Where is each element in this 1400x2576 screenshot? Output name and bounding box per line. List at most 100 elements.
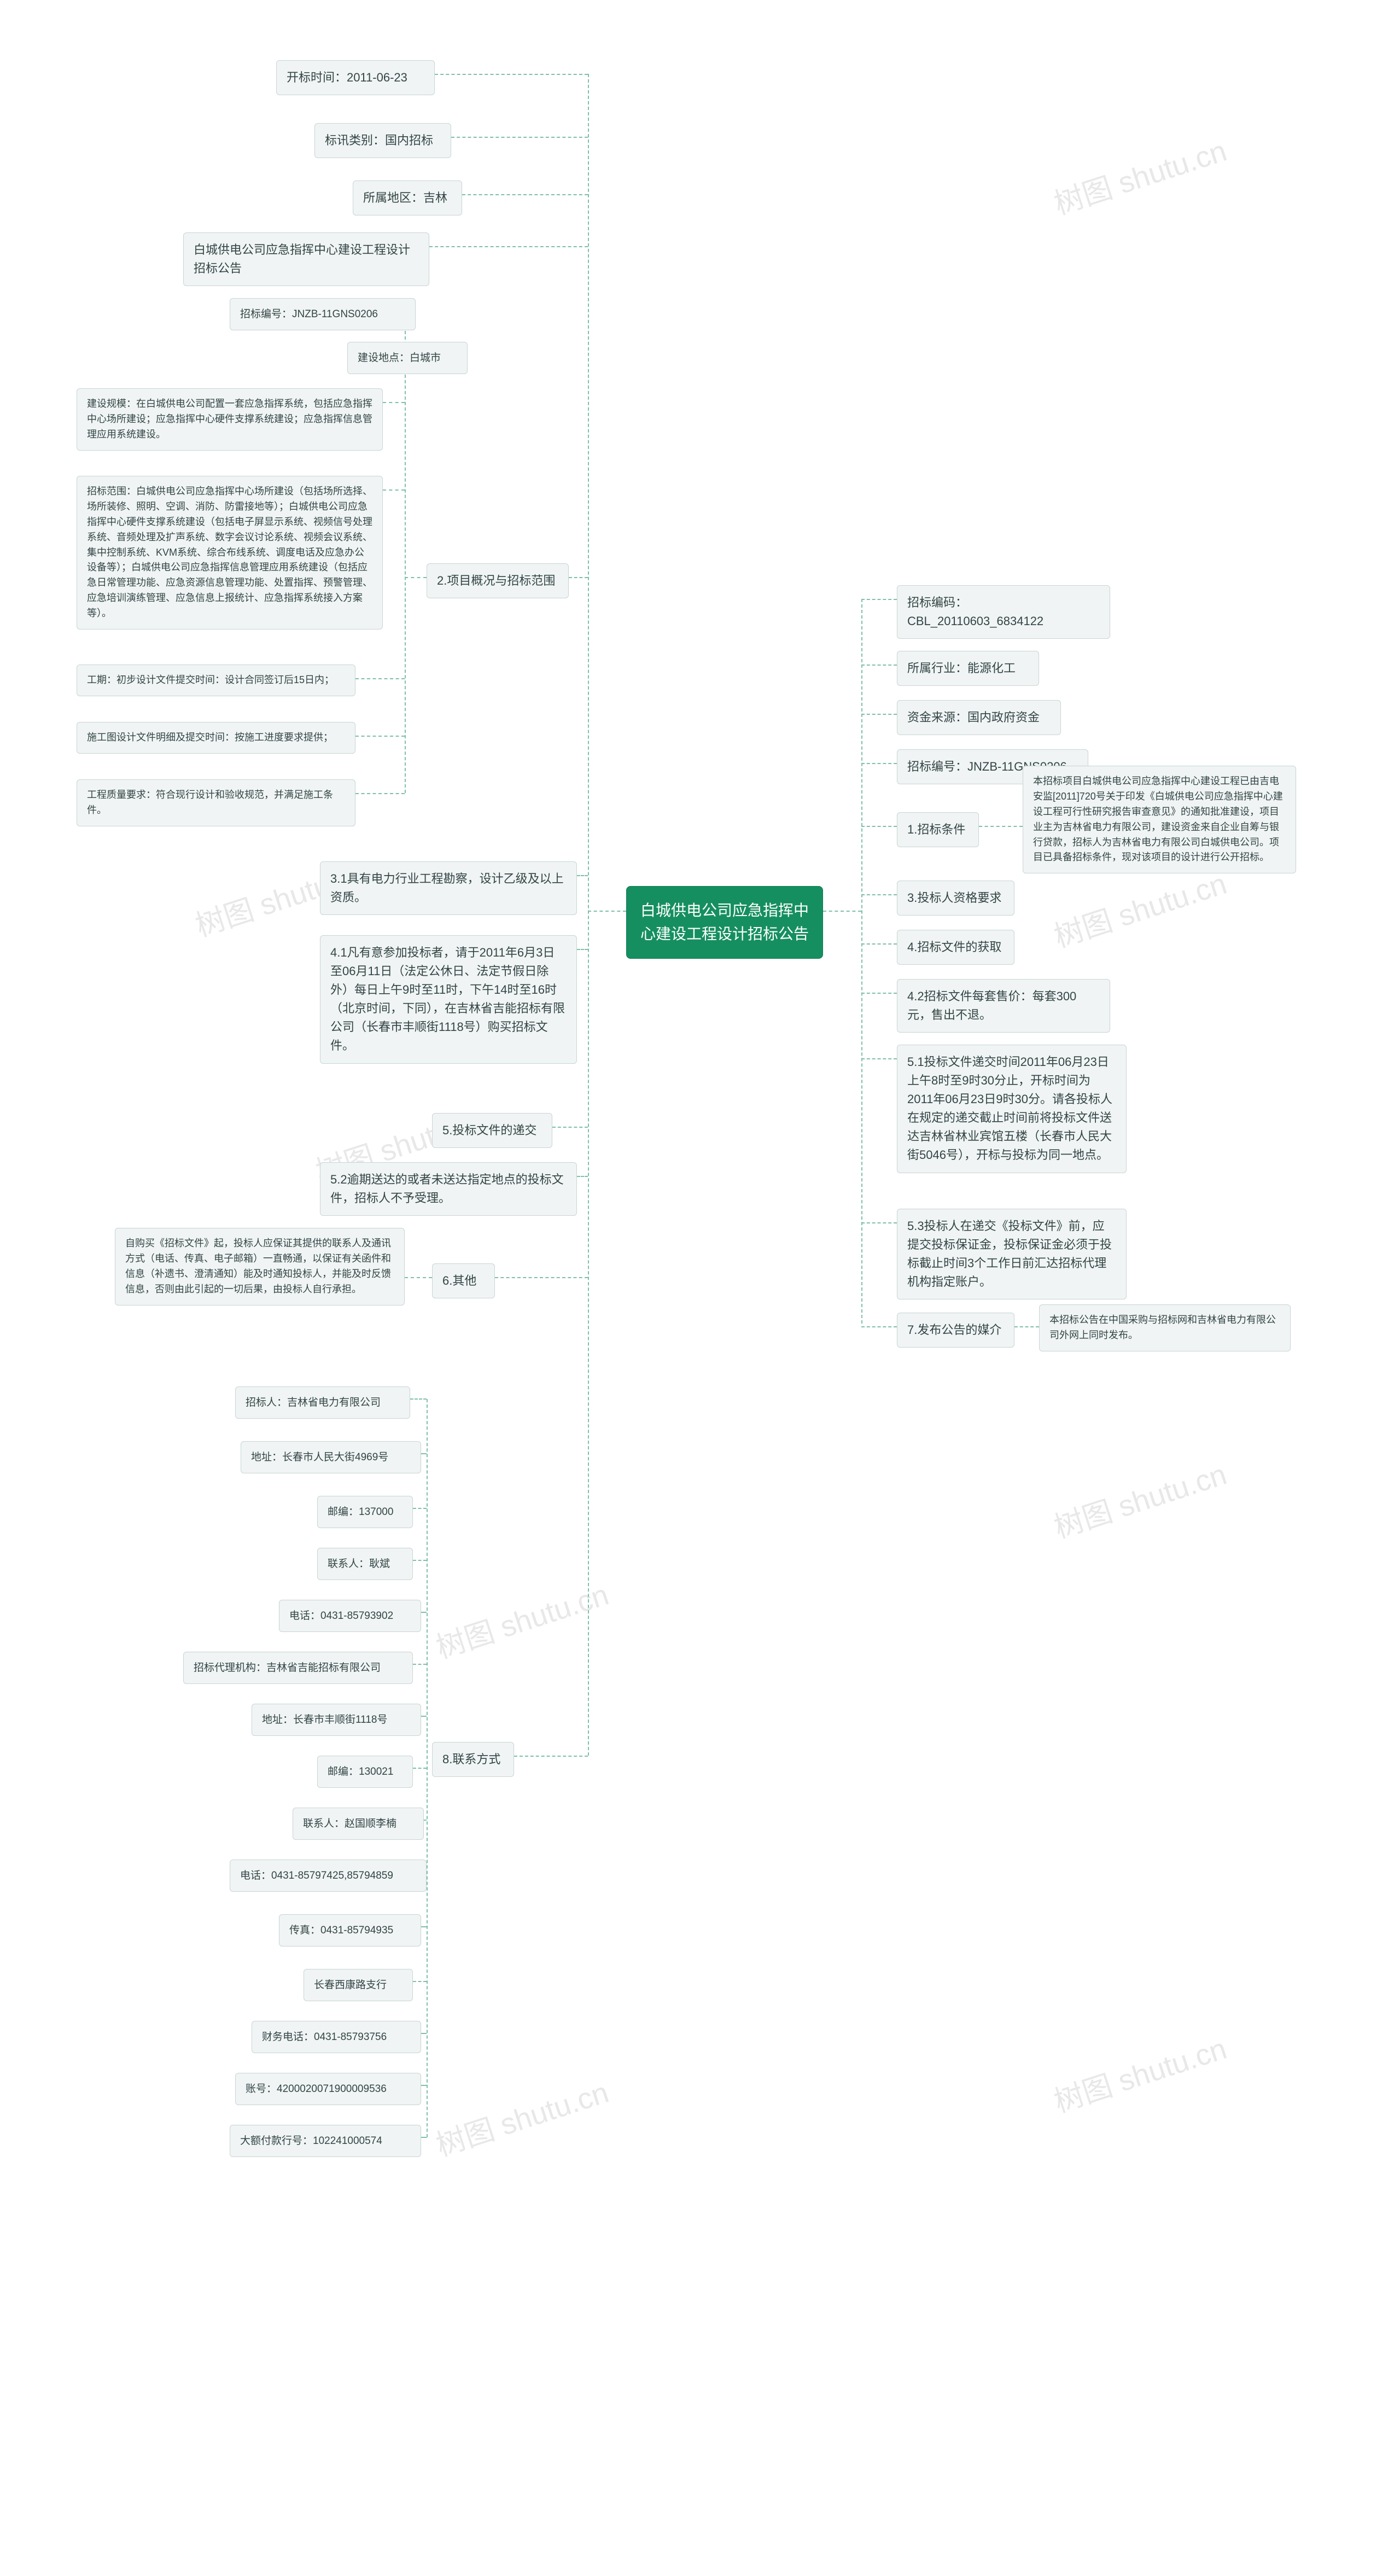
- mindmap-node-sec5: 5.投标文件的递交: [432, 1113, 552, 1148]
- mindmap-node-sec1: 1.招标条件: [897, 812, 979, 847]
- connector-h: [861, 943, 897, 945]
- mindmap-node-sec8: 8.联系方式: [432, 1742, 514, 1777]
- connector-h: [861, 599, 897, 600]
- watermark: 树图 shutu.cn: [430, 2068, 614, 2164]
- watermark: 树图 shutu.cn: [1048, 126, 1232, 223]
- connector-h: [421, 1612, 427, 1613]
- connector-h: [451, 137, 588, 138]
- mindmap-node-scope: 招标范围：白城供电公司应急指挥中心场所建设（包括场所选择、场所装修、照明、空调、…: [77, 476, 383, 630]
- mindmap-node-code: 招标编码：CBL_20110603_6834122: [897, 585, 1110, 639]
- connector-h: [588, 911, 626, 912]
- connector-h: [861, 1058, 897, 1059]
- mindmap-node-sec1-child-0: 本招标项目白城供电公司应急指挥中心建设工程已由吉电安监[2011]720号关于印…: [1023, 766, 1296, 873]
- mindmap-node-sec42: 4.2招标文件每套售价：每套300元，售出不退。: [897, 979, 1110, 1033]
- mindmap-node-fund: 资金来源：国内政府资金: [897, 700, 1061, 735]
- connector-v: [588, 74, 589, 1756]
- connector-v: [427, 1399, 428, 2137]
- connector-h: [355, 736, 405, 737]
- mindmap-node-period: 工期：初步设计文件提交时间：设计合同签订后15日内；: [77, 665, 355, 696]
- mindmap-node-region: 所属地区：吉林: [353, 180, 462, 215]
- mindmap-node-sec52: 5.2逾期送达的或者未送达指定地点的投标文件，招标人不予受理。: [320, 1162, 577, 1216]
- mindmap-node-sec2: 2.项目概况与招标范围: [427, 563, 569, 598]
- mindmap-node-sec8-child-14: 大额付款行号：102241000574: [230, 2125, 421, 2157]
- connector-h: [861, 1326, 897, 1327]
- connector-h: [405, 577, 427, 578]
- connector-h: [861, 826, 897, 827]
- connector-h: [424, 1820, 427, 1821]
- mindmap-node-sec51: 5.1投标文件递交时间2011年06月23日上午8时至9时30分止，开标时间为2…: [897, 1045, 1127, 1173]
- connector-h: [413, 1664, 427, 1665]
- connector-h: [435, 74, 588, 75]
- mindmap-node-sec8-child-13: 账号：4200020071900009536: [235, 2073, 421, 2105]
- mindmap-node-quality: 工程质量要求：符合现行设计和验收规范，并满足施工条件。: [77, 779, 355, 826]
- mindmap-node-sec53: 5.3投标人在递交《投标文件》前，应提交投标保证金，投标保证金必须于投标截止时间…: [897, 1209, 1127, 1299]
- mindmap-root: 白城供电公司应急指挥中心建设工程设计招标公告: [626, 886, 823, 959]
- mindmap-node-sec8-child-8: 联系人：赵国顺李楠: [293, 1808, 424, 1840]
- connector-h: [383, 402, 405, 403]
- connector-h: [355, 678, 405, 679]
- watermark: 树图 shutu.cn: [1048, 859, 1232, 955]
- connector-v: [405, 309, 406, 793]
- connector-h: [413, 1508, 427, 1509]
- connector-h: [577, 1176, 588, 1177]
- mindmap-node-projname: 白城供电公司应急指挥中心建设工程设计招标公告: [183, 232, 429, 286]
- watermark: 树图 shutu.cn: [1048, 1450, 1232, 1546]
- connector-h: [1014, 1326, 1039, 1327]
- mindmap-node-sec8-child-12: 财务电话：0431-85793756: [252, 2021, 421, 2053]
- connector-h: [383, 489, 405, 491]
- connector-h: [413, 1768, 427, 1769]
- connector-h: [421, 2033, 427, 2034]
- connector-h: [552, 1127, 588, 1128]
- connector-h: [421, 1926, 427, 1927]
- mindmap-node-sec8-child-9: 电话：0431-85797425,85794859: [230, 1860, 427, 1892]
- connector-h: [861, 894, 897, 895]
- connector-h: [421, 1453, 427, 1454]
- mindmap-node-sec8-child-7: 邮编：130021: [317, 1756, 413, 1788]
- watermark: 树图 shutu.cn: [1048, 2024, 1232, 2120]
- mindmap-node-sec8-child-4: 电话：0431-85793902: [279, 1600, 421, 1632]
- connector-v: [861, 599, 862, 1324]
- mindmap-node-sec8-child-2: 邮编：137000: [317, 1496, 413, 1528]
- connector-h: [495, 1277, 588, 1278]
- connector-h: [413, 1560, 427, 1561]
- mindmap-node-bidno2: 招标编号：JNZB-11GNS0206: [230, 298, 416, 330]
- mindmap-node-opentime: 开标时间：2011-06-23: [276, 60, 435, 95]
- mindmap-node-sec31: 3.1具有电力行业工程勘察，设计乙级及以上资质。: [320, 861, 577, 915]
- mindmap-node-drawing: 施工图设计文件明细及提交时间：按施工进度要求提供；: [77, 722, 355, 754]
- mindmap-node-sec4: 4.招标文件的获取: [897, 930, 1014, 965]
- connector-h: [979, 826, 1023, 827]
- connector-h: [577, 875, 588, 876]
- connector-h: [861, 763, 897, 764]
- mindmap-node-sec8-child-6: 地址：长春市丰顺街1118号: [252, 1704, 421, 1736]
- connector-h: [823, 911, 861, 912]
- connector-h: [514, 1756, 588, 1757]
- connector-h: [861, 1222, 897, 1223]
- mindmap-node-sec8-child-10: 传真：0431-85794935: [279, 1914, 421, 1946]
- connector-h: [861, 993, 897, 994]
- mindmap-node-sec8-child-1: 地址：长春市人民大街4969号: [241, 1441, 421, 1473]
- mindmap-node-sec7-child-0: 本招标公告在中国采购与招标网和吉林省电力有限公司外网上同时发布。: [1039, 1304, 1291, 1351]
- mindmap-node-sec8-child-0: 招标人：吉林省电力有限公司: [235, 1386, 410, 1419]
- mindmap-node-place: 建设地点：白城市: [347, 342, 468, 374]
- connector-h: [861, 714, 897, 715]
- mindmap-node-sec8-child-5: 招标代理机构：吉林省吉能招标有限公司: [183, 1652, 413, 1684]
- mindmap-node-sec8-child-3: 联系人：耿斌: [317, 1548, 413, 1580]
- connector-h: [421, 2085, 427, 2086]
- connector-h: [421, 1716, 427, 1717]
- mindmap-node-category: 标讯类别：国内招标: [314, 123, 451, 158]
- connector-h: [577, 949, 588, 950]
- mindmap-node-sec6-child-0: 自购买《招标文件》起，投标人应保证其提供的联系人及通讯方式（电话、传真、电子邮箱…: [115, 1228, 405, 1306]
- watermark: 树图 shutu.cn: [430, 1570, 614, 1666]
- mindmap-node-sec41: 4.1凡有意参加投标者，请于2011年6月3日至06月11日（法定公休日、法定节…: [320, 935, 577, 1064]
- connector-h: [429, 246, 588, 247]
- mindmap-node-sec6: 6.其他: [432, 1263, 495, 1298]
- connector-h: [405, 1277, 432, 1278]
- mindmap-node-sec7: 7.发布公告的媒介: [897, 1313, 1014, 1348]
- mindmap-node-sec8-child-11: 长春西康路支行: [304, 1969, 413, 2001]
- connector-h: [410, 1398, 427, 1400]
- mindmap-node-sec3: 3.投标人资格要求: [897, 881, 1014, 916]
- connector-h: [413, 1981, 427, 1982]
- connector-h: [421, 2137, 427, 2138]
- mindmap-node-industry: 所属行业：能源化工: [897, 651, 1039, 686]
- connector-h: [355, 793, 405, 794]
